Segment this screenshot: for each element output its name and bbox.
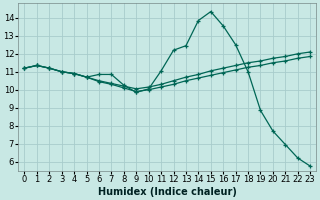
X-axis label: Humidex (Indice chaleur): Humidex (Indice chaleur) bbox=[98, 187, 237, 197]
